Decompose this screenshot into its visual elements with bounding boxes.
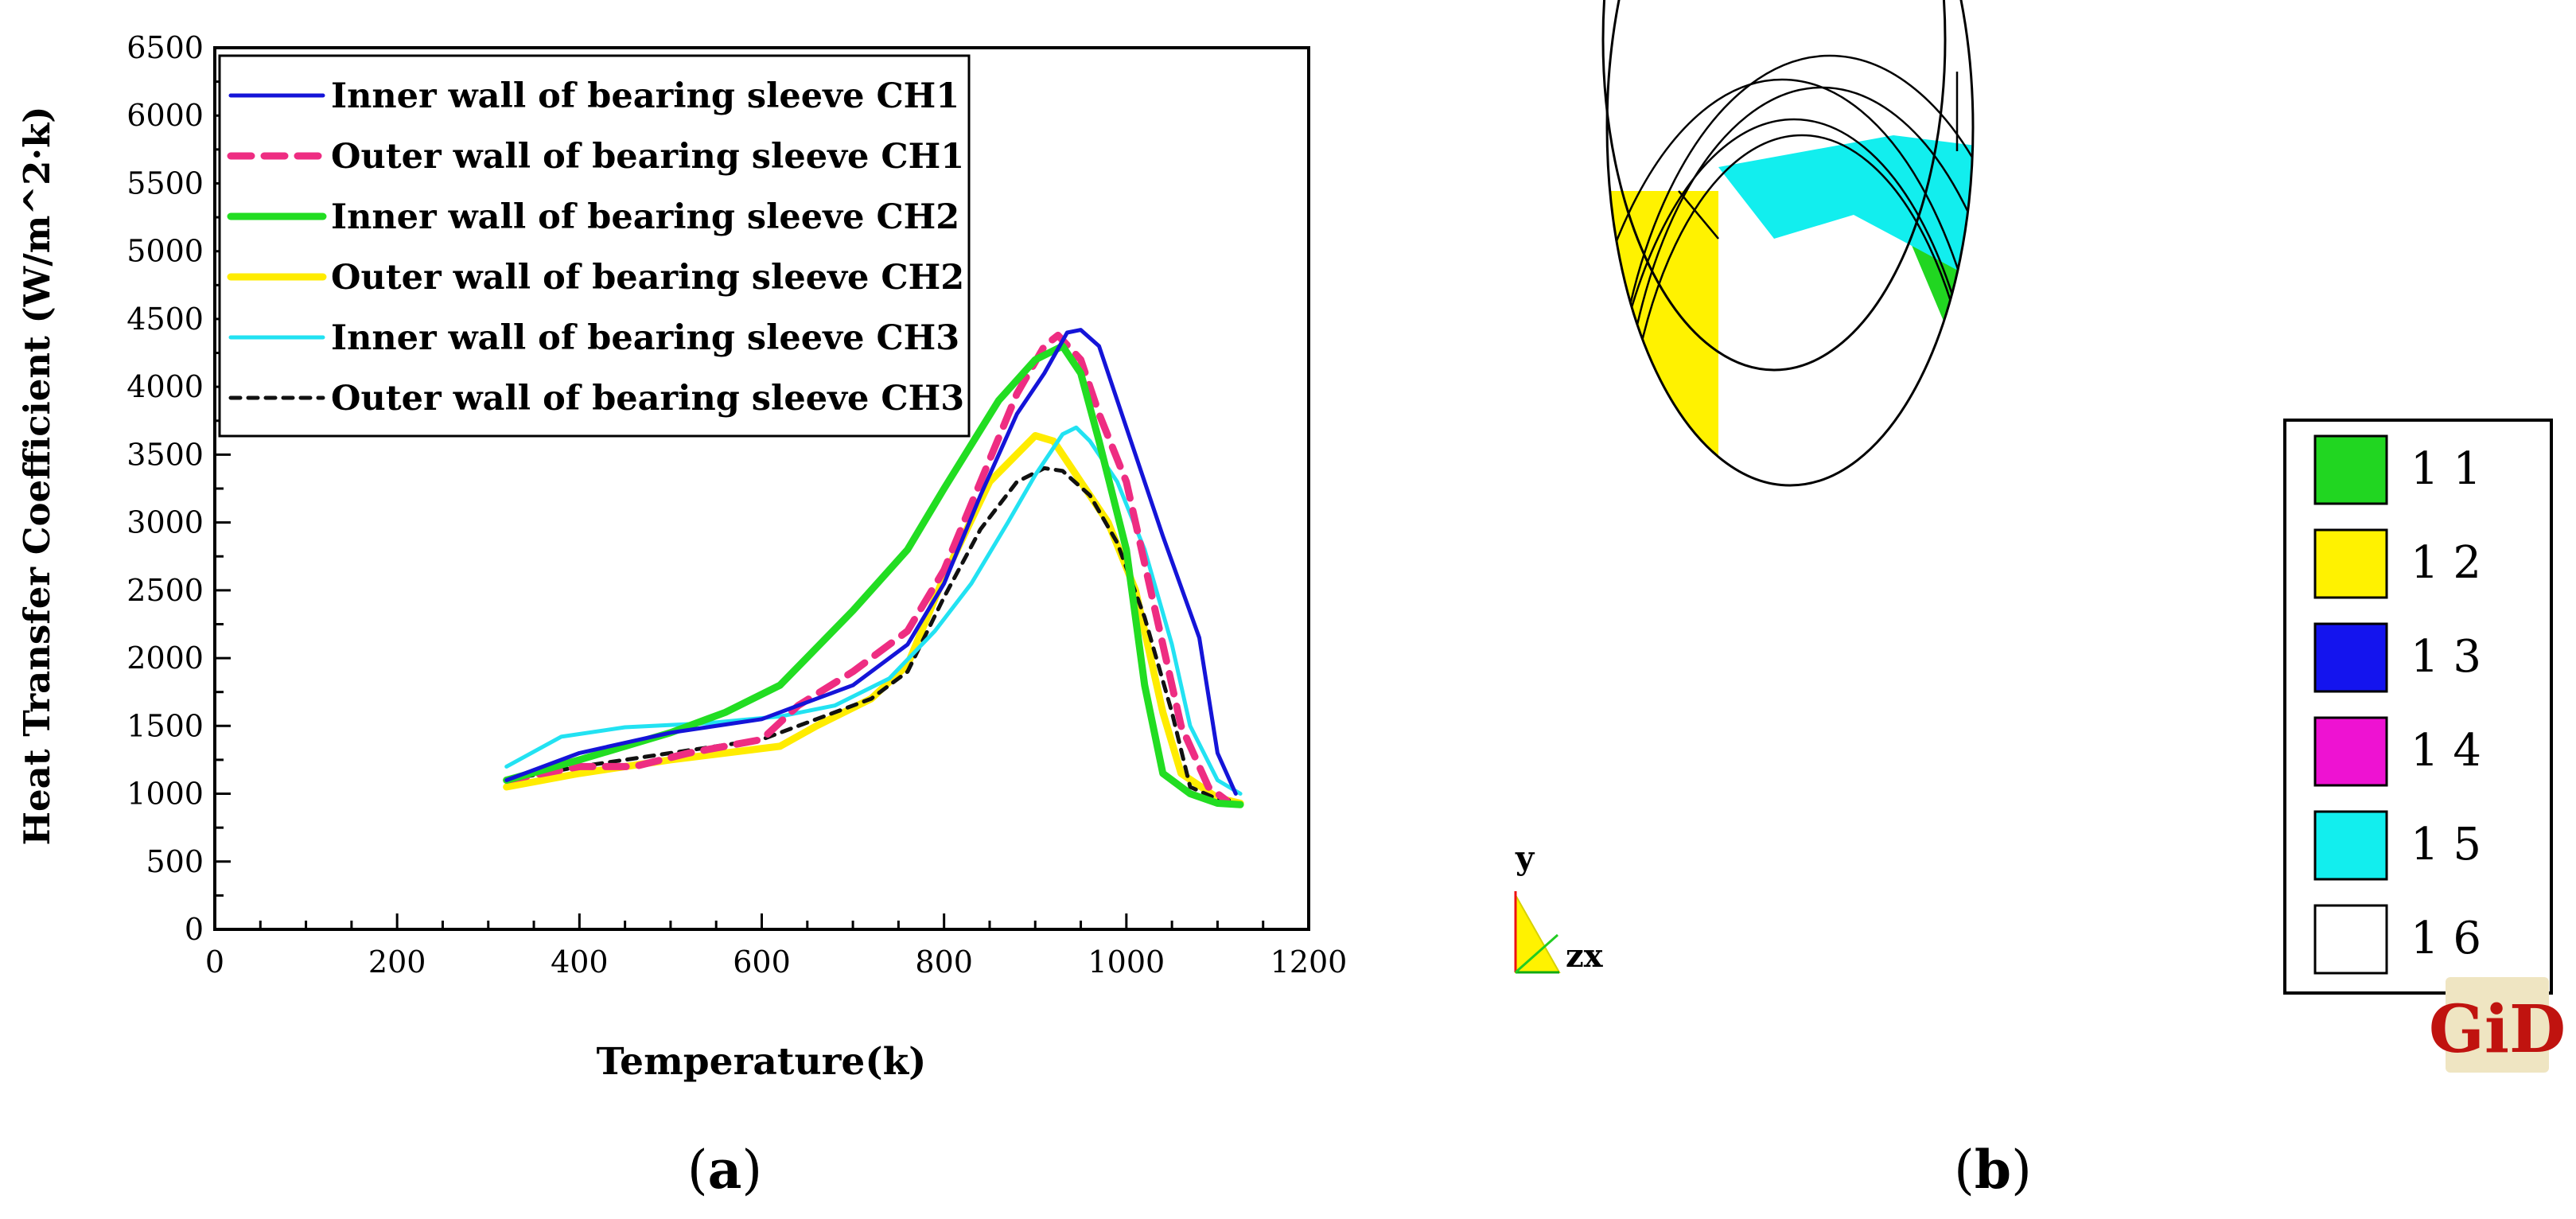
y-axis-label: Heat Transfer Coefficient (W/m^2·k) (16, 106, 58, 845)
ring-regions (1432, 24, 2228, 1042)
series-line-4 (503, 432, 1244, 807)
legend-label-6: Outer wall of bearing sleeve CH3 (331, 379, 964, 419)
y-tick-label: 5000 (126, 234, 204, 269)
y-tick-label: 6000 (126, 98, 204, 133)
region-14-right (1846, 843, 2228, 1042)
y-tick-label: 2500 (126, 573, 204, 608)
triad-zx-label: zx (1566, 937, 1604, 975)
gid-logo-text: GiD (2429, 991, 2566, 1068)
contour-swatch-6 (2313, 904, 2388, 975)
contour-label-1: 1 1 (2411, 443, 2481, 495)
contour-swatch-1 (2313, 434, 2388, 505)
x-tick-label: 800 (915, 944, 973, 979)
series-group (503, 328, 1244, 808)
x-axis: 0 200 400 600 800 1000 1200 (205, 913, 1347, 979)
y-tick-label: 5500 (126, 166, 204, 201)
contour-label-5: 1 5 (2411, 819, 2481, 870)
panel-a-caption: (a) (687, 1139, 762, 1201)
x-tick-label: 1000 (1088, 944, 1165, 979)
region-14-left (1432, 843, 1925, 1042)
region-13 (1822, 804, 2164, 931)
x-tick-label: 600 (733, 944, 791, 979)
y-tick-label: 1000 (126, 777, 204, 812)
contour-label-6: 1 6 (2411, 913, 2481, 964)
ring-outline (1601, 0, 1975, 487)
series-line-6 (504, 465, 1238, 803)
series-line-2 (503, 331, 1231, 804)
panel-a-letter: a (708, 1139, 742, 1201)
y-tick-label: 4000 (126, 369, 204, 404)
legend-label-3: Inner wall of bearing sleeve CH2 (331, 197, 959, 237)
y-tick-label: 6500 (126, 30, 204, 65)
x-tick-label: 1200 (1270, 944, 1348, 979)
series-line-5 (504, 425, 1243, 796)
region-15 (1718, 135, 1973, 286)
legend-label-2: Outer wall of bearing sleeve CH1 (331, 137, 964, 177)
x-axis-label: Temperature(k) (597, 1040, 927, 1084)
y-tick-label: 3000 (126, 505, 204, 540)
y-tick-label: 500 (146, 844, 204, 879)
region-12-left (1603, 191, 1718, 485)
contour-swatch-4 (2313, 716, 2388, 787)
y-tick-label: 0 (185, 912, 204, 947)
axis-triad: y zx (1514, 839, 1604, 975)
chart-legend: Inner wall of bearing sleeve CH1 Outer wa… (218, 54, 971, 438)
y-tick-label: 2000 (126, 641, 204, 676)
x-tick-label: 400 (551, 944, 609, 979)
y-axis: 0 500 1000 1500 2000 2500 3000 3500 4000 4500 5000… (126, 30, 231, 947)
series-line-1 (504, 328, 1238, 796)
y-tick-label: 3500 (126, 437, 204, 472)
triad-y-label: y (1515, 839, 1535, 877)
panel-b-caption: (b) (1954, 1139, 2032, 1201)
region-12-right (1949, 135, 1973, 485)
contour-label-3: 1 3 (2411, 631, 2481, 683)
contour-legend-box (2283, 419, 2553, 995)
contour-swatch-2 (2313, 528, 2388, 599)
legend-label-4: Outer wall of bearing sleeve CH2 (331, 258, 964, 298)
series-line-3 (503, 342, 1244, 808)
line-chart: 0500100015002000250030003500400045005000… (16, 30, 1347, 1084)
contour-ring-plot: y zx 1 1 1 2 1 3 1 4 1 5 1 6 GiD (1432, 0, 2566, 1073)
contour-label-2: 1 2 (2411, 537, 2481, 589)
legend-box (218, 54, 971, 438)
panel-b-letter: b (1975, 1139, 2011, 1201)
legend-label-5: Inner wall of bearing sleeve CH3 (331, 318, 959, 358)
x-tick-label: 200 (368, 944, 426, 979)
y-tick-label: 1500 (126, 708, 204, 743)
contour-swatch-3 (2313, 622, 2388, 693)
contour-label-4: 1 4 (2411, 725, 2481, 777)
y-tick-label: 4500 (126, 302, 204, 337)
gid-logo: GiD (2429, 977, 2566, 1073)
x-tick-label: 0 (205, 944, 224, 979)
contour-legend: 1 1 1 2 1 3 1 4 1 5 1 6 (2283, 419, 2553, 995)
contour-swatch-5 (2313, 810, 2388, 881)
legend-label-1: Inner wall of bearing sleeve CH1 (331, 76, 959, 116)
